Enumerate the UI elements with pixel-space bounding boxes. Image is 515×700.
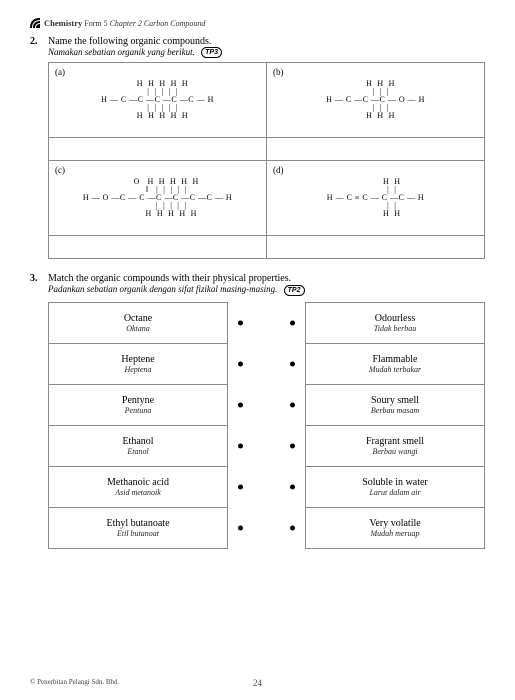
page-header: Chemistry Form 5 Chapter 2 Carbon Compou… bbox=[30, 18, 485, 28]
footer-copyright: © Penerbitan Pelangi Sdn. Bhd. bbox=[30, 678, 119, 686]
match-ms: Mudah terbakar bbox=[369, 365, 421, 374]
q3-left-item[interactable]: Methanoic acidAsid metanoik bbox=[48, 467, 228, 508]
match-ms: Tidak berbau bbox=[374, 324, 416, 333]
q3-left-col: OctaneOktanaHepteneHeptenaPentynePentuna… bbox=[48, 302, 228, 549]
q3-right-col: OdourlessTidak berbauFlammableMudah terb… bbox=[305, 302, 485, 549]
match-en: Heptene bbox=[121, 354, 154, 365]
q2-text-ms: Namakan sebatian organik yang berikut. bbox=[48, 47, 195, 57]
match-dot[interactable] bbox=[290, 525, 295, 530]
match-ms: Pentuna bbox=[125, 406, 152, 415]
match-en: Soury smell bbox=[371, 395, 419, 406]
match-en: Octane bbox=[124, 313, 152, 324]
q2-number: 2. bbox=[30, 36, 48, 47]
q3-left-item[interactable]: PentynePentuna bbox=[48, 385, 228, 426]
footer-page: 24 bbox=[253, 678, 262, 688]
header-chapter: Chapter 2 Carbon Compound bbox=[110, 19, 206, 28]
q2-text-en: Name the following organic compounds. bbox=[48, 36, 211, 47]
q2-mol-d: H H | | H — C ≡ C — C —C — H | | H H bbox=[327, 178, 424, 218]
match-dot[interactable] bbox=[238, 443, 243, 448]
q3-right-item[interactable]: Soluble in waterLarut dalam air bbox=[305, 467, 485, 508]
match-dot[interactable] bbox=[238, 525, 243, 530]
match-dot[interactable] bbox=[290, 402, 295, 407]
match-dot[interactable] bbox=[238, 361, 243, 366]
logo-icon bbox=[30, 18, 40, 28]
match-ms: Berbau wangi bbox=[372, 447, 417, 456]
page-footer: © Penerbitan Pelangi Sdn. Bhd. 24 bbox=[30, 678, 485, 686]
q3-left-item[interactable]: Ethyl butanoateEtil butanoat bbox=[48, 508, 228, 549]
q3-text-ms: Padankan sebatian organik dengan sifat f… bbox=[48, 284, 277, 294]
q2-mol-a: H H H H H | | | | | H — C —C —C —C —C — … bbox=[101, 80, 214, 120]
match-en: Pentyne bbox=[122, 395, 154, 406]
match-en: Flammable bbox=[373, 354, 418, 365]
match-en: Ethanol bbox=[122, 436, 153, 447]
q3-right-item[interactable]: Fragrant smellBerbau wangi bbox=[305, 426, 485, 467]
q3-left-item[interactable]: HepteneHeptena bbox=[48, 344, 228, 385]
q3-match: OctaneOktanaHepteneHeptenaPentynePentuna… bbox=[48, 302, 485, 549]
match-ms: Larut dalam air bbox=[369, 488, 420, 497]
q3-left-item[interactable]: OctaneOktana bbox=[48, 302, 228, 344]
match-ms: Asid metanoik bbox=[115, 488, 161, 497]
match-dot[interactable] bbox=[238, 402, 243, 407]
match-en: Methanoic acid bbox=[107, 477, 169, 488]
match-en: Fragrant smell bbox=[366, 436, 424, 447]
q3-right-item[interactable]: Very volatileMudah meruap bbox=[305, 508, 485, 549]
q2-ans-c[interactable] bbox=[49, 236, 267, 259]
q2-mol-c: O H H H H H ‖ | | | | | H — O —C — C —C … bbox=[83, 178, 232, 218]
q3-text-en: Match the organic compounds with their p… bbox=[48, 273, 291, 284]
match-ms: Etil butanoat bbox=[117, 529, 159, 538]
match-en: Ethyl butanoate bbox=[106, 518, 169, 529]
q2-mol-b: H H H | | | H — C —C —C — O — H | | | H … bbox=[326, 80, 425, 120]
match-ms: Etanol bbox=[127, 447, 148, 456]
q2-ans-d[interactable] bbox=[267, 236, 485, 259]
q3-right-item[interactable]: OdourlessTidak berbau bbox=[305, 302, 485, 344]
match-dot[interactable] bbox=[238, 320, 243, 325]
match-ms: Mudah meruap bbox=[370, 529, 419, 538]
q2-table: (a) H H H H H | | | | | H — C —C —C —C —… bbox=[48, 62, 485, 259]
match-en: Very volatile bbox=[369, 518, 420, 529]
match-dot[interactable] bbox=[290, 484, 295, 489]
header-form: Form 5 bbox=[84, 19, 107, 28]
match-en: Odourless bbox=[375, 313, 416, 324]
q3-number: 3. bbox=[30, 273, 48, 284]
q3-badge: TP2 bbox=[284, 285, 305, 296]
q3-left-item[interactable]: EthanolEtanol bbox=[48, 426, 228, 467]
match-dot[interactable] bbox=[290, 443, 295, 448]
q2-ans-a[interactable] bbox=[49, 138, 267, 161]
q2-badge: TP3 bbox=[201, 47, 222, 58]
q3-right-item[interactable]: Soury smellBerbau masam bbox=[305, 385, 485, 426]
match-ms: Heptena bbox=[124, 365, 151, 374]
match-dot[interactable] bbox=[238, 484, 243, 489]
header-subject: Chemistry bbox=[44, 18, 82, 28]
match-ms: Berbau masam bbox=[371, 406, 419, 415]
q2-ans-b[interactable] bbox=[267, 138, 485, 161]
match-en: Soluble in water bbox=[362, 477, 428, 488]
match-ms: Oktana bbox=[126, 324, 150, 333]
q3-right-item[interactable]: FlammableMudah terbakar bbox=[305, 344, 485, 385]
match-dot[interactable] bbox=[290, 320, 295, 325]
match-dot[interactable] bbox=[290, 361, 295, 366]
